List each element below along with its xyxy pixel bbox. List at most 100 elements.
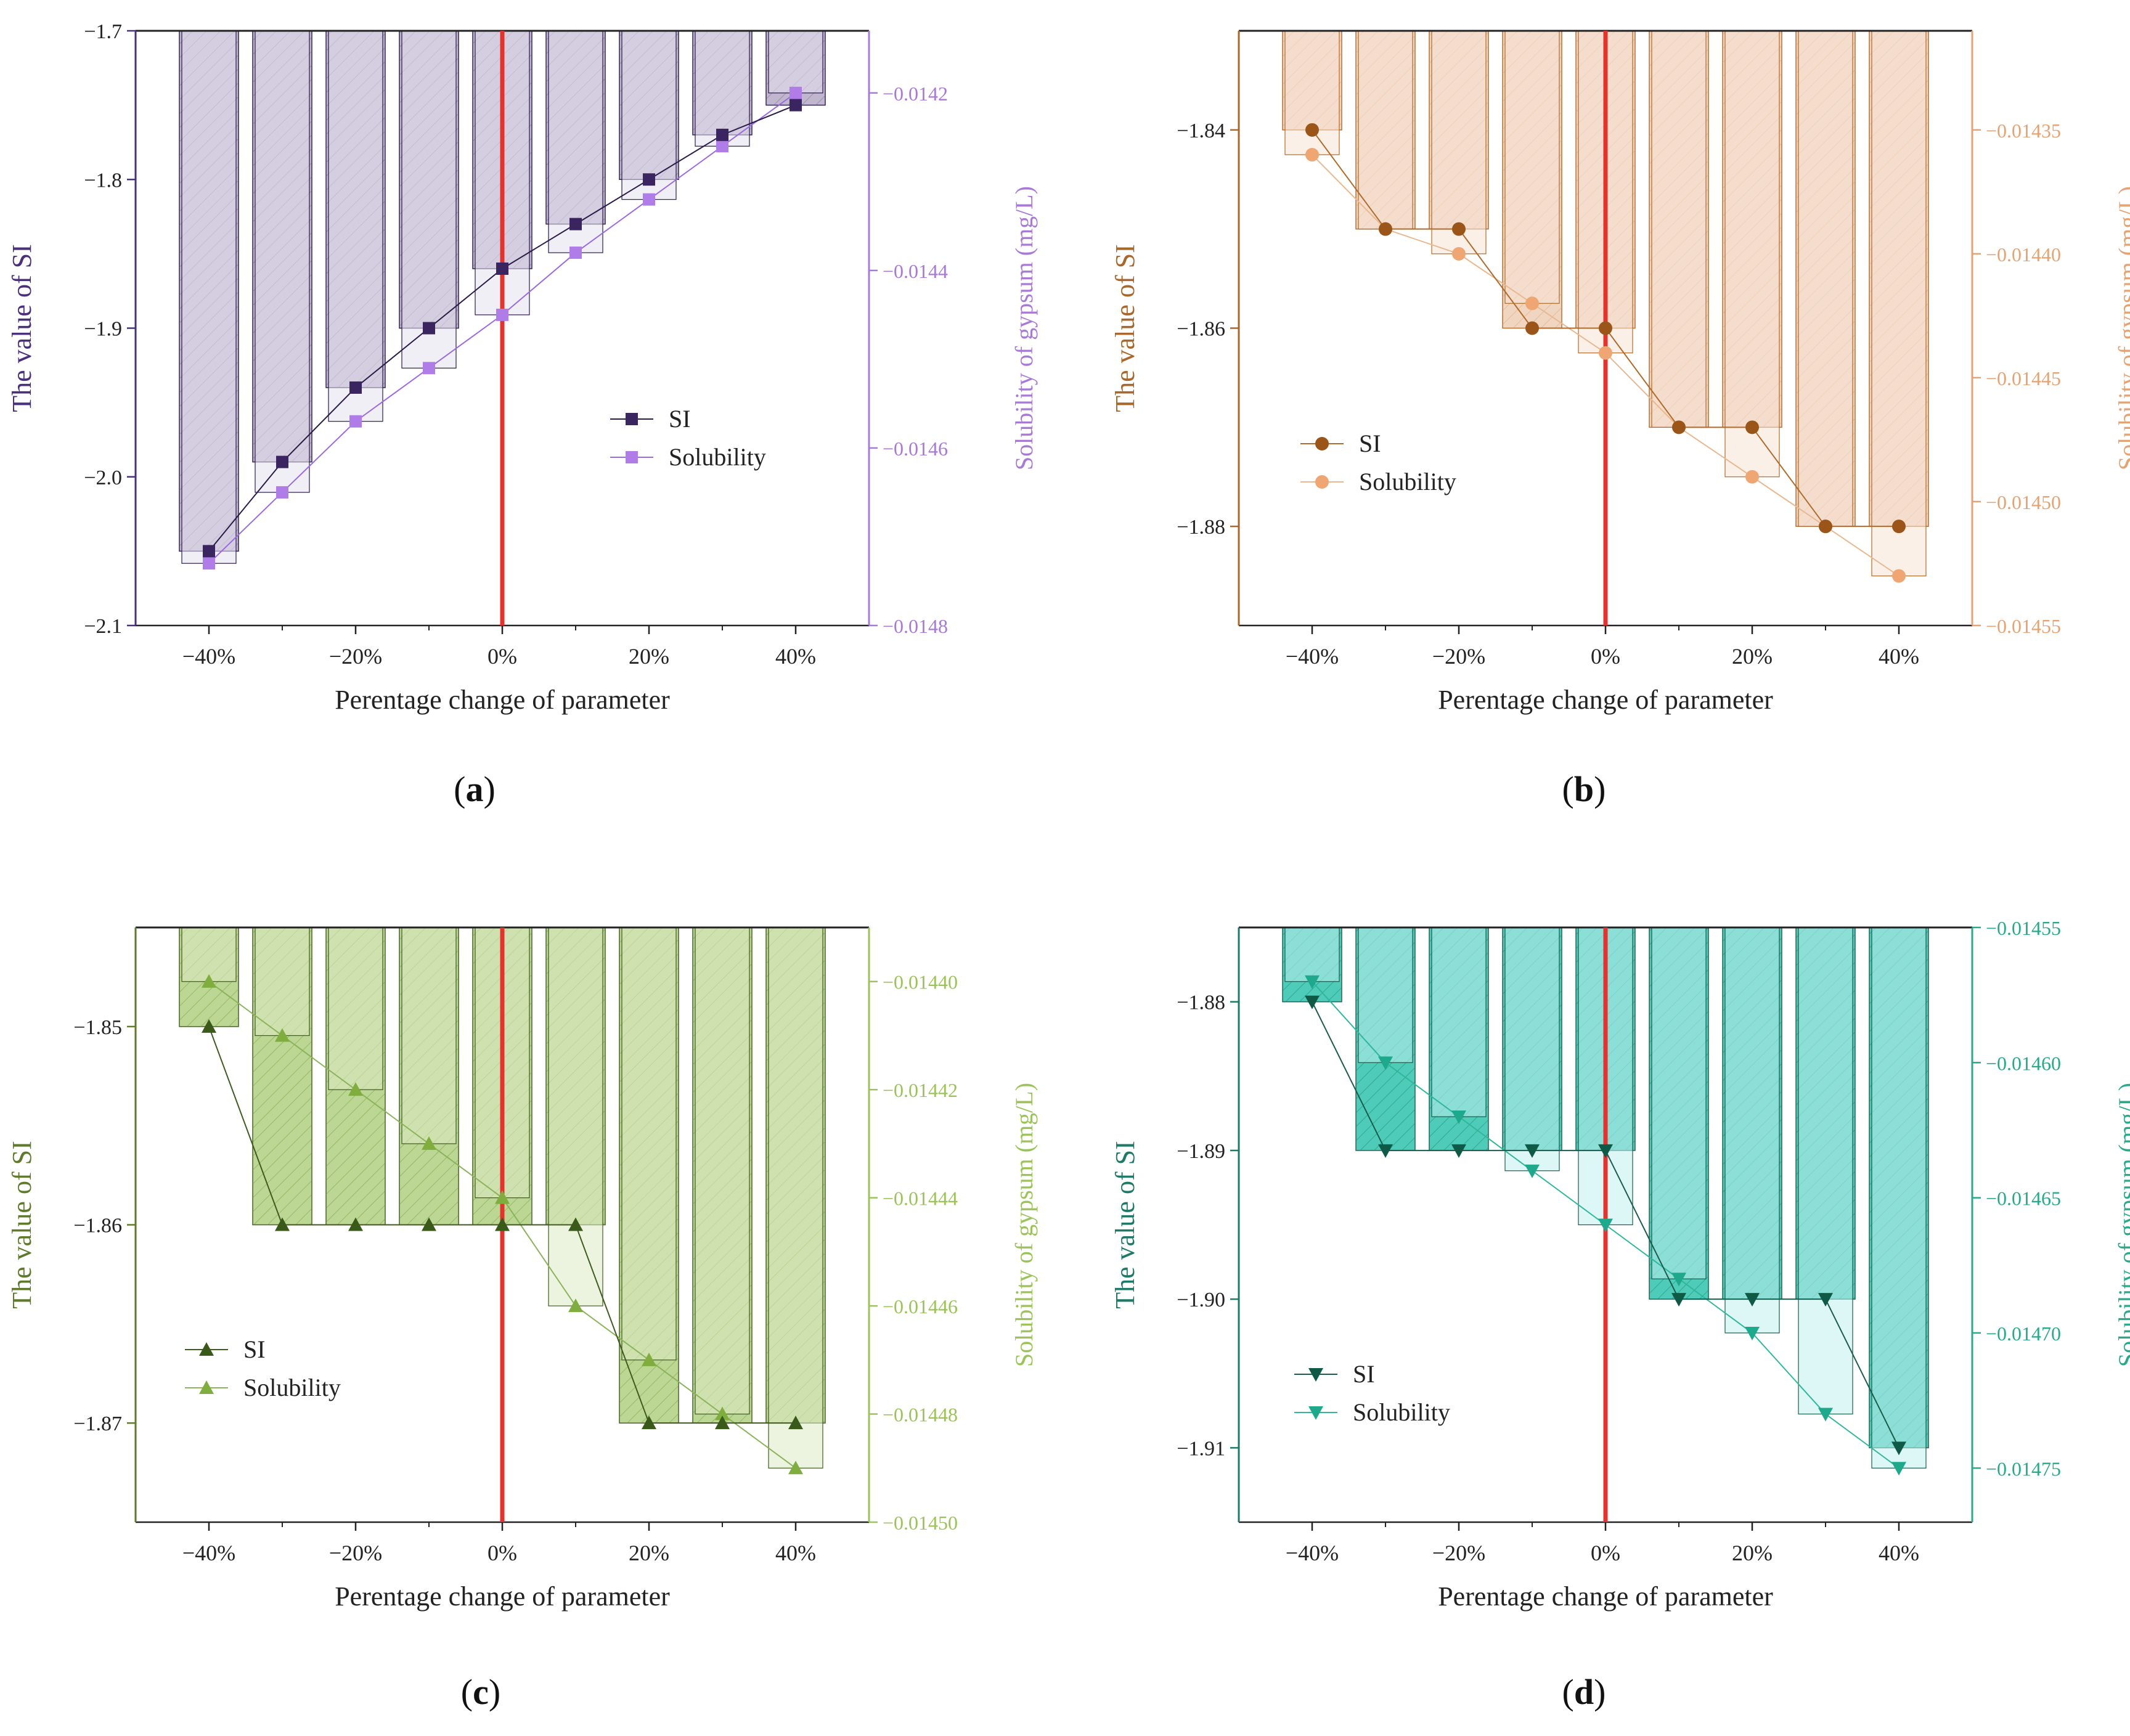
y-tick-label: −2.1 [84, 615, 122, 638]
y2-tick-label: −0.01442 [883, 1079, 958, 1101]
solubility-bar [1651, 927, 1707, 1279]
solubility-bar [401, 927, 457, 1144]
x-tick-label: 0% [1591, 644, 1620, 669]
legend-solubility-marker [1308, 1406, 1323, 1420]
solubility-point [1599, 346, 1612, 360]
legend-si-label: SI [1353, 1360, 1375, 1388]
si-point [275, 1217, 290, 1231]
y-tick-label: −2.0 [84, 467, 122, 489]
y2-tick-label: −0.01440 [883, 971, 958, 993]
y-tick-label: −1.88 [1177, 516, 1225, 539]
legend-solubility-marker [1315, 475, 1329, 489]
y2-tick-label: −0.01475 [1986, 1457, 2061, 1480]
legend-solubility-marker [199, 1380, 214, 1394]
solubility-bar [328, 927, 383, 1090]
solubility-point [1671, 1273, 1686, 1287]
x-axis-label: Perentage change of parameter [335, 685, 670, 715]
x-tick-label: 40% [775, 644, 816, 669]
solubility-point [1745, 1326, 1760, 1340]
solubility-point [202, 974, 216, 988]
panel-label-letter: a [466, 769, 484, 809]
solubility-bar [1358, 927, 1413, 1063]
chart-panel-c: −40% −20% 0% 20% 40% −1.85 −1.86 −1.87 −0.01440 −… [7, 926, 1038, 1712]
y2-tick-label: −0.01448 [883, 1404, 958, 1426]
solubility-bar [181, 30, 237, 564]
panel-label-close: ) [484, 769, 496, 809]
y2-tick-label: −0.01440 [1986, 243, 2061, 266]
y2-tick-label: −0.01445 [1986, 367, 2061, 389]
y2-tick-label: −0.0146 [883, 438, 948, 460]
solubility-bar [1724, 30, 1780, 478]
si-point [1818, 1293, 1833, 1307]
solubility-bar [1504, 30, 1560, 304]
y2-tick-label: −0.01446 [883, 1295, 958, 1318]
y2-axis-label: Solubility of gypsum (mg/L) [2113, 1083, 2130, 1367]
y-tick-label: −1.87 [73, 1412, 122, 1435]
si-point [349, 381, 362, 394]
solubility-point [348, 1082, 363, 1096]
solubility-point [1452, 247, 1466, 261]
panel-label: (d) [1562, 1672, 1606, 1712]
si-point [1745, 1293, 1760, 1307]
x-tick-label: −20% [1432, 644, 1485, 669]
y2-tick-label: −0.01435 [1986, 120, 2061, 142]
solubility-bar [1871, 927, 1927, 1469]
y-tick-label: −1.7 [84, 20, 122, 43]
si-point [1305, 995, 1320, 1009]
solubility-bar [1431, 30, 1487, 255]
y2-axis-label: Solubility of gypsum (mg/L) [1010, 1083, 1038, 1367]
solubility-point [715, 1406, 730, 1420]
si-point [496, 263, 508, 275]
solubility-point [422, 1136, 436, 1150]
chart-panel-a: −40% −20% 0% 20% 40% −1.7 −1.8 −1.9 −2.0 −2.1 −0.0… [7, 20, 1038, 809]
chart-panel-b: −40% −20% 0% 20% 40% −1.84 −1.86 −1.88 −0.01435 −… [1110, 30, 2130, 809]
solubility-bar [621, 927, 677, 1361]
solubility-point [568, 1298, 583, 1313]
si-point [1378, 1144, 1393, 1158]
panel-label-close: ) [489, 1672, 500, 1712]
solubility-point [716, 140, 728, 153]
y2-tick-label: −0.0142 [883, 83, 948, 105]
panel-label: (c) [461, 1672, 500, 1712]
y2-tick-label: −0.01455 [1986, 917, 2061, 939]
legend-si-label: SI [669, 405, 691, 433]
panel-label-open: ( [1562, 769, 1574, 809]
x-tick-label: 0% [1591, 1541, 1620, 1565]
y-axis-label: The value of SI [7, 244, 37, 412]
si-point [568, 1217, 583, 1231]
solubility-point [643, 193, 655, 206]
legend-solubility-label: Solubility [1353, 1398, 1450, 1426]
solubility-point [1525, 296, 1539, 311]
y-tick-label: −1.9 [84, 318, 122, 341]
solubility-point [275, 1028, 290, 1042]
si-point [1305, 123, 1319, 137]
si-point [1819, 520, 1832, 534]
legend-solubility-label: Solubility [243, 1374, 341, 1401]
legend-si-label: SI [1359, 430, 1381, 457]
y2-axis-label: Solubility of gypsum (mg/L) [1010, 186, 1038, 470]
x-tick-label: 20% [1732, 1541, 1773, 1565]
solubility-bar [768, 30, 823, 94]
si-point [1599, 321, 1612, 335]
y2-tick-label: −0.0144 [883, 260, 948, 282]
si-point [423, 322, 435, 335]
si-point [788, 1416, 803, 1430]
y2-tick-label: −0.0148 [883, 615, 948, 637]
solubility-point [349, 415, 362, 428]
panel-label-open: ( [454, 769, 465, 809]
solubility-bar [1724, 927, 1780, 1334]
si-point [1452, 222, 1466, 236]
solubility-point [1451, 1110, 1466, 1125]
y-tick-label: −1.91 [1177, 1437, 1225, 1460]
y2-tick-label: −0.01450 [883, 1512, 958, 1534]
panel-label: (b) [1562, 769, 1606, 809]
panel-label-open: ( [461, 1672, 473, 1712]
x-axis-label: Perentage change of parameter [1438, 1581, 1773, 1612]
x-axis-label: Perentage change of parameter [1438, 685, 1773, 715]
solubility-bar [1504, 927, 1560, 1172]
legend-si-marker [626, 413, 638, 425]
solubility-bar [1431, 927, 1487, 1117]
y2-tick-label: −0.01455 [1986, 615, 2061, 637]
si-point [1745, 420, 1759, 434]
